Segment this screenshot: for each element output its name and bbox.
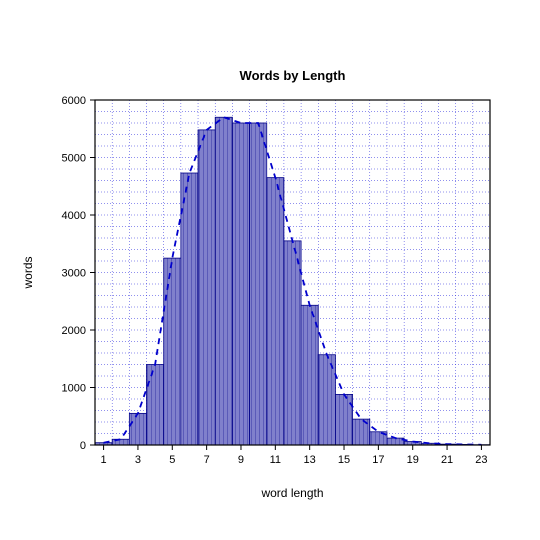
words-by-length-chart: 0100020003000400050006000135791113151719… xyxy=(0,0,540,540)
bar xyxy=(164,258,181,445)
y-tick-label: 0 xyxy=(80,440,86,452)
y-tick-label: 5000 xyxy=(62,153,86,165)
x-tick-label: 23 xyxy=(475,454,487,466)
x-tick-label: 3 xyxy=(135,454,141,466)
bar xyxy=(335,394,352,445)
x-tick-label: 19 xyxy=(407,454,419,466)
y-tick-label: 1000 xyxy=(62,383,86,395)
x-tick-label: 9 xyxy=(238,454,244,466)
x-tick-label: 11 xyxy=(270,454,281,466)
bar xyxy=(181,173,198,445)
bar xyxy=(129,413,146,445)
bar xyxy=(267,178,284,445)
y-tick-label: 4000 xyxy=(62,210,86,222)
bar xyxy=(232,123,249,445)
chart-svg: 0100020003000400050006000135791113151719… xyxy=(0,0,540,540)
x-tick-label: 1 xyxy=(101,454,107,466)
bar xyxy=(215,117,232,445)
bar xyxy=(250,123,267,445)
y-tick-label: 6000 xyxy=(62,95,86,107)
chart-title: Words by Length xyxy=(240,68,346,83)
x-tick-label: 17 xyxy=(372,454,384,466)
x-tick-label: 21 xyxy=(441,454,453,466)
x-tick-label: 5 xyxy=(169,454,175,466)
y-tick-label: 3000 xyxy=(62,268,86,280)
y-axis-label: words xyxy=(21,256,35,289)
y-tick-label: 2000 xyxy=(62,325,86,337)
x-tick-label: 7 xyxy=(204,454,210,466)
x-tick-label: 13 xyxy=(304,454,316,466)
bar xyxy=(301,305,318,445)
bar xyxy=(147,365,164,446)
x-tick-label: 15 xyxy=(338,454,350,466)
bar xyxy=(284,241,301,445)
bar xyxy=(198,130,215,445)
x-axis-label: word length xyxy=(260,486,323,500)
bar xyxy=(387,438,404,445)
